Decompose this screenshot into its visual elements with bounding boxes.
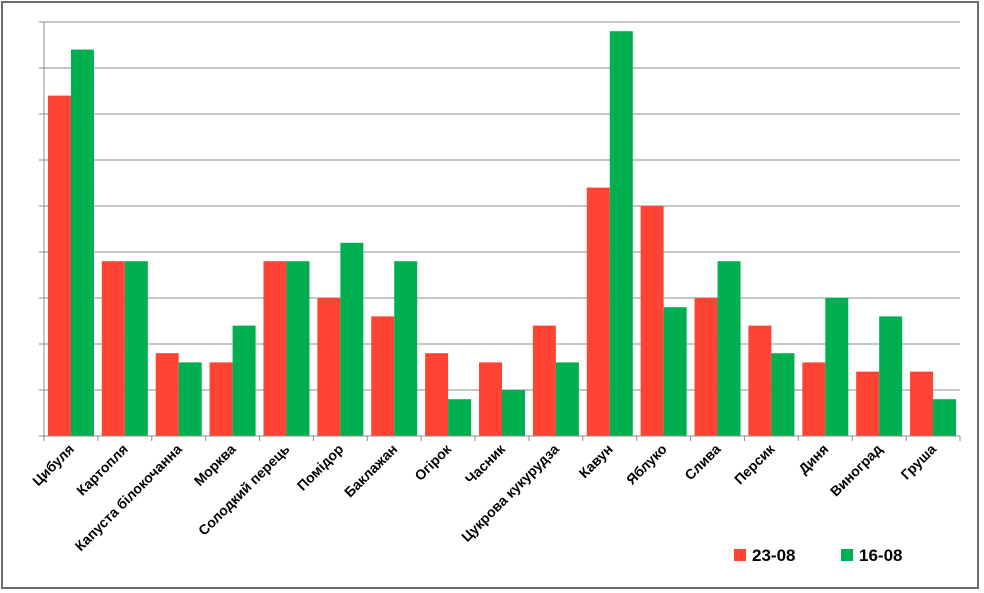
bar-series-1 xyxy=(640,206,664,436)
bar-series-2 xyxy=(178,362,202,436)
bar-series-2 xyxy=(124,261,148,436)
bar-series-1 xyxy=(47,95,71,436)
category-label: Огірок xyxy=(411,440,455,484)
legend-label-series-1: 23-08 xyxy=(752,546,795,565)
bar-series-1 xyxy=(856,371,880,436)
category-label: Солодкий перець xyxy=(195,441,293,539)
bar-series-2 xyxy=(717,261,741,436)
legend-swatch-series-2 xyxy=(841,549,853,561)
bar-series-1 xyxy=(155,353,179,436)
bar-series-1 xyxy=(101,261,125,436)
bar-series-2 xyxy=(933,399,957,436)
category-label: Виноград xyxy=(827,441,886,500)
bar-series-1 xyxy=(263,261,287,436)
bar-series-2 xyxy=(70,49,94,436)
category-label: Картопля xyxy=(73,441,131,499)
bar-series-2 xyxy=(448,399,472,436)
category-label: Цукрова кукурудза xyxy=(458,441,562,545)
bar-series-2 xyxy=(394,261,418,436)
bar-series-1 xyxy=(586,187,610,436)
bar-series-2 xyxy=(825,298,849,436)
bar-series-2 xyxy=(609,31,633,436)
axes xyxy=(39,21,961,441)
gridlines xyxy=(44,21,960,391)
bar-series-1 xyxy=(802,362,826,436)
category-label: Слива xyxy=(681,441,723,483)
bar-series-2 xyxy=(663,307,687,436)
bar-series-1 xyxy=(748,325,772,436)
bar-series-2 xyxy=(232,325,256,436)
bar-series-1 xyxy=(694,298,718,436)
bar-series-1 xyxy=(425,353,449,436)
category-label: Баклажан xyxy=(341,441,400,500)
bar-series-2 xyxy=(771,353,795,436)
category-label: Помідор xyxy=(294,441,347,494)
bar-series-1 xyxy=(317,298,341,436)
bar-series-1 xyxy=(910,371,934,436)
bar-series-1 xyxy=(532,325,556,436)
legend-label-series-2: 16-08 xyxy=(859,546,902,565)
category-label: Цибуля xyxy=(29,441,77,489)
category-label: Диня xyxy=(795,441,831,477)
legend-swatch-series-1 xyxy=(734,549,746,561)
category-label: Морква xyxy=(191,441,239,489)
category-label: Капуста білокочанна xyxy=(72,441,185,554)
category-label: Часник xyxy=(462,440,509,487)
bar-series-2 xyxy=(286,261,310,436)
bar-series-2 xyxy=(555,362,579,436)
category-label: Груша xyxy=(897,441,939,483)
bar-series-2 xyxy=(340,242,364,436)
bar-series-1 xyxy=(371,316,395,436)
category-label: Яблуко xyxy=(623,441,670,488)
bar-series-2 xyxy=(879,316,903,436)
bars xyxy=(47,31,957,436)
bar-series-1 xyxy=(479,362,502,436)
bar-series-2 xyxy=(502,390,525,436)
bar-series-1 xyxy=(209,362,233,436)
legend: 23-08 16-08 xyxy=(734,546,902,565)
category-label: Кавун xyxy=(576,441,616,481)
category-label: Персик xyxy=(731,440,778,487)
